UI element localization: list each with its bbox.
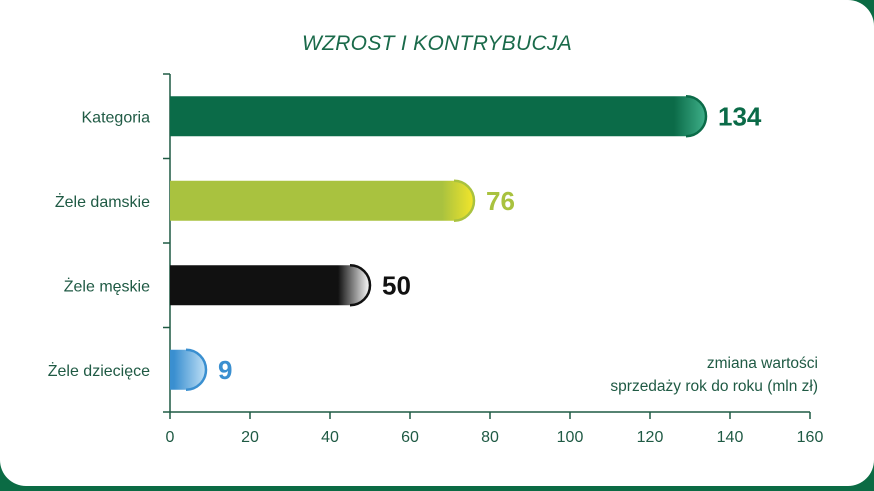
axis-note-line-2: sprzedaży rok do roku (mln zł): [610, 375, 818, 398]
value-label: 76: [486, 186, 515, 216]
value-label: 9: [218, 355, 232, 385]
x-tick-label: 120: [637, 429, 664, 446]
x-tick-label: 140: [717, 429, 744, 446]
category-label: Żele dziecięce: [48, 361, 150, 380]
value-label: 50: [382, 270, 411, 300]
x-tick-label: 80: [481, 429, 499, 446]
x-tick-label: 60: [401, 429, 419, 446]
bar: [170, 96, 706, 136]
category-label: Kategoria: [82, 109, 151, 126]
x-tick-label: 160: [797, 429, 824, 446]
value-label: 134: [718, 101, 762, 131]
bar: [170, 265, 370, 305]
category-label: Żele męskie: [64, 276, 150, 295]
axis-note-line-1: zmiana wartości: [610, 352, 818, 375]
axis-note: zmiana wartości sprzedaży rok do roku (m…: [610, 352, 818, 398]
bar: [170, 181, 474, 221]
category-label: Żele damskie: [55, 192, 150, 211]
x-tick-label: 20: [241, 429, 259, 446]
x-tick-label: 100: [557, 429, 584, 446]
x-tick-label: 40: [321, 429, 339, 446]
x-tick-label: 0: [166, 429, 175, 446]
